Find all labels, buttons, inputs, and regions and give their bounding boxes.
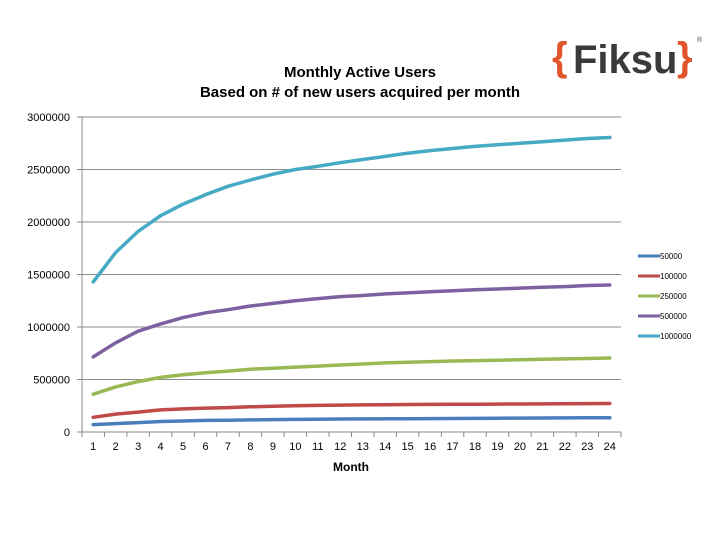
x-tick-label: 7 xyxy=(225,441,231,453)
logo-registered-mark: ® xyxy=(697,36,703,44)
logo-brace-open: { xyxy=(552,35,568,79)
legend-label-50000: 50000 xyxy=(660,252,683,261)
legend-label-250000: 250000 xyxy=(660,292,687,301)
chart-title: Monthly Active Users xyxy=(284,64,436,81)
x-tick-label: 24 xyxy=(604,441,616,453)
y-tick-label: 500000 xyxy=(33,375,70,387)
x-tick-label: 6 xyxy=(202,441,208,453)
x-tick-label: 1 xyxy=(90,441,96,453)
gridlines xyxy=(82,116,621,380)
x-tick-label: 4 xyxy=(158,441,164,453)
y-tick-label: 2500000 xyxy=(27,165,70,177)
y-tick-label: 0 xyxy=(64,427,70,439)
y-tick-label: 3000000 xyxy=(27,112,70,124)
logo-word: Fiksu xyxy=(573,38,677,82)
x-tick-label: 3 xyxy=(135,441,141,453)
x-tick-label: 12 xyxy=(334,441,346,453)
x-tick-label: 14 xyxy=(379,441,391,453)
x-tick-label: 22 xyxy=(559,441,571,453)
x-tick-label: 17 xyxy=(446,441,458,453)
x-tick-label: 21 xyxy=(536,441,548,453)
y-tick-label: 1000000 xyxy=(27,322,70,334)
series-line-100000 xyxy=(91,401,612,420)
legend-label-500000: 500000 xyxy=(660,312,687,321)
x-tick-label: 8 xyxy=(247,441,253,453)
series-line-50000 xyxy=(91,415,612,427)
legend: 50000 100000 250000 500000 1000000 xyxy=(638,252,692,341)
y-tick-label: 1500000 xyxy=(27,270,70,282)
y-axis-ticks: 0 500000 1000000 1500000 2000000 2500000 30000… xyxy=(27,112,82,439)
chart-subtitle: Based on # of new users acquired per mon… xyxy=(200,84,520,101)
x-tick-label: 9 xyxy=(270,441,276,453)
legend-label-1000000: 1000000 xyxy=(660,332,692,341)
x-tick-label: 10 xyxy=(289,441,301,453)
legend-label-100000: 100000 xyxy=(660,272,687,281)
x-tick-label: 5 xyxy=(180,441,186,453)
logo-brace-close: } xyxy=(677,35,693,79)
x-tick-label: 2 xyxy=(113,441,119,453)
series-line-500000 xyxy=(91,283,612,359)
x-tick-label: 13 xyxy=(357,441,369,453)
x-axis-ticks: 1 2 3 4 5 6 7 8 9 10 11 12 13 14 15 16 17 18 19 20 21 22 23 24 xyxy=(81,432,622,453)
x-tick-label: 20 xyxy=(514,441,526,453)
y-tick-label: 2000000 xyxy=(27,217,70,229)
series-lines xyxy=(91,135,612,427)
x-tick-label: 23 xyxy=(581,441,593,453)
fiksu-logo: { Fiksu } ® xyxy=(552,35,703,82)
x-tick-label: 11 xyxy=(312,441,323,453)
x-tick-label: 18 xyxy=(469,441,481,453)
series-line-1000000 xyxy=(91,135,612,284)
x-tick-label: 16 xyxy=(424,441,436,453)
series-line-250000 xyxy=(91,356,612,396)
x-tick-label: 15 xyxy=(402,441,414,453)
x-tick-label: 19 xyxy=(491,441,503,453)
x-axis-title: Month xyxy=(333,460,369,474)
